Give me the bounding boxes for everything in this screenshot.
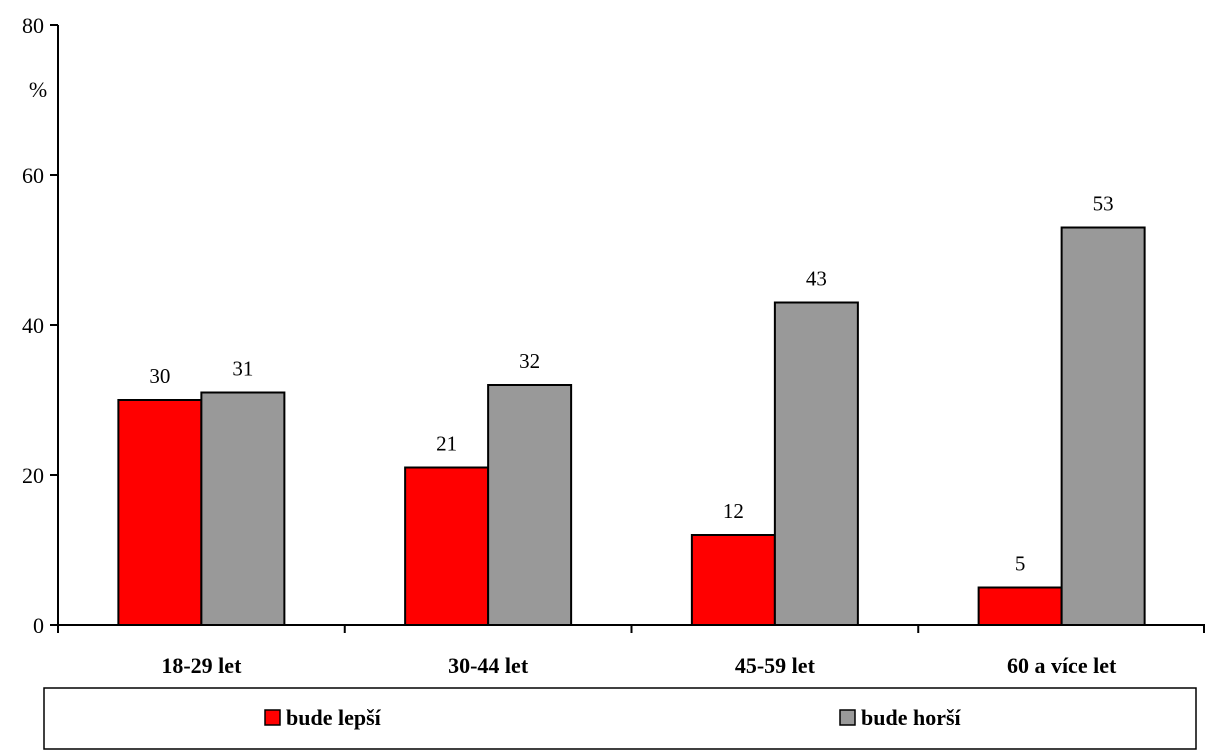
x-axis-category-labels: 18-29 let 30-44 let 45-59 let 60 a více let bbox=[161, 653, 1117, 678]
bar-horsi-1 bbox=[487, 384, 573, 626]
bar-lepsi-2 bbox=[690, 534, 776, 626]
data-labels-group: 30 31 21 32 12 43 5 53 bbox=[149, 192, 1113, 576]
legend-box bbox=[43, 687, 1197, 750]
legend-label: bude horší bbox=[861, 705, 962, 730]
axes-group bbox=[57, 25, 1205, 633]
bar-horsi-3 bbox=[1060, 226, 1146, 626]
legend: bude lepší bude horší bbox=[43, 687, 1197, 750]
data-label: 12 bbox=[723, 499, 744, 523]
bar-horsi-0 bbox=[200, 391, 286, 626]
data-label: 30 bbox=[149, 364, 170, 388]
data-label: 5 bbox=[1015, 552, 1026, 576]
legend-swatch bbox=[839, 709, 856, 726]
bar-horsi-2 bbox=[773, 301, 859, 626]
y-tick-label: 20 bbox=[22, 463, 44, 488]
legend-swatch bbox=[264, 709, 281, 726]
bar-lepsi-3 bbox=[977, 586, 1063, 626]
y-axis-ticks: 0 20 40 60 80 bbox=[22, 13, 58, 638]
x-category-label: 45-59 let bbox=[735, 653, 816, 678]
data-label: 53 bbox=[1093, 192, 1114, 216]
y-axis-unit-label: % bbox=[29, 77, 47, 102]
x-category-label: 30-44 let bbox=[448, 653, 529, 678]
bar-lepsi-1 bbox=[404, 466, 490, 626]
bars-group bbox=[117, 226, 1146, 626]
data-label: 43 bbox=[806, 267, 827, 291]
x-category-label: 60 a více let bbox=[1007, 653, 1117, 678]
y-tick-label: 80 bbox=[22, 13, 44, 38]
y-tick-label: 40 bbox=[22, 313, 44, 338]
bar-lepsi-0 bbox=[117, 399, 203, 626]
data-label: 32 bbox=[519, 349, 540, 373]
y-tick-label: 60 bbox=[22, 163, 44, 188]
data-label: 21 bbox=[436, 432, 457, 456]
legend-label: bude lepší bbox=[286, 705, 382, 730]
x-category-label: 18-29 let bbox=[161, 653, 242, 678]
data-label: 31 bbox=[232, 357, 253, 381]
y-tick-label: 0 bbox=[33, 613, 44, 638]
